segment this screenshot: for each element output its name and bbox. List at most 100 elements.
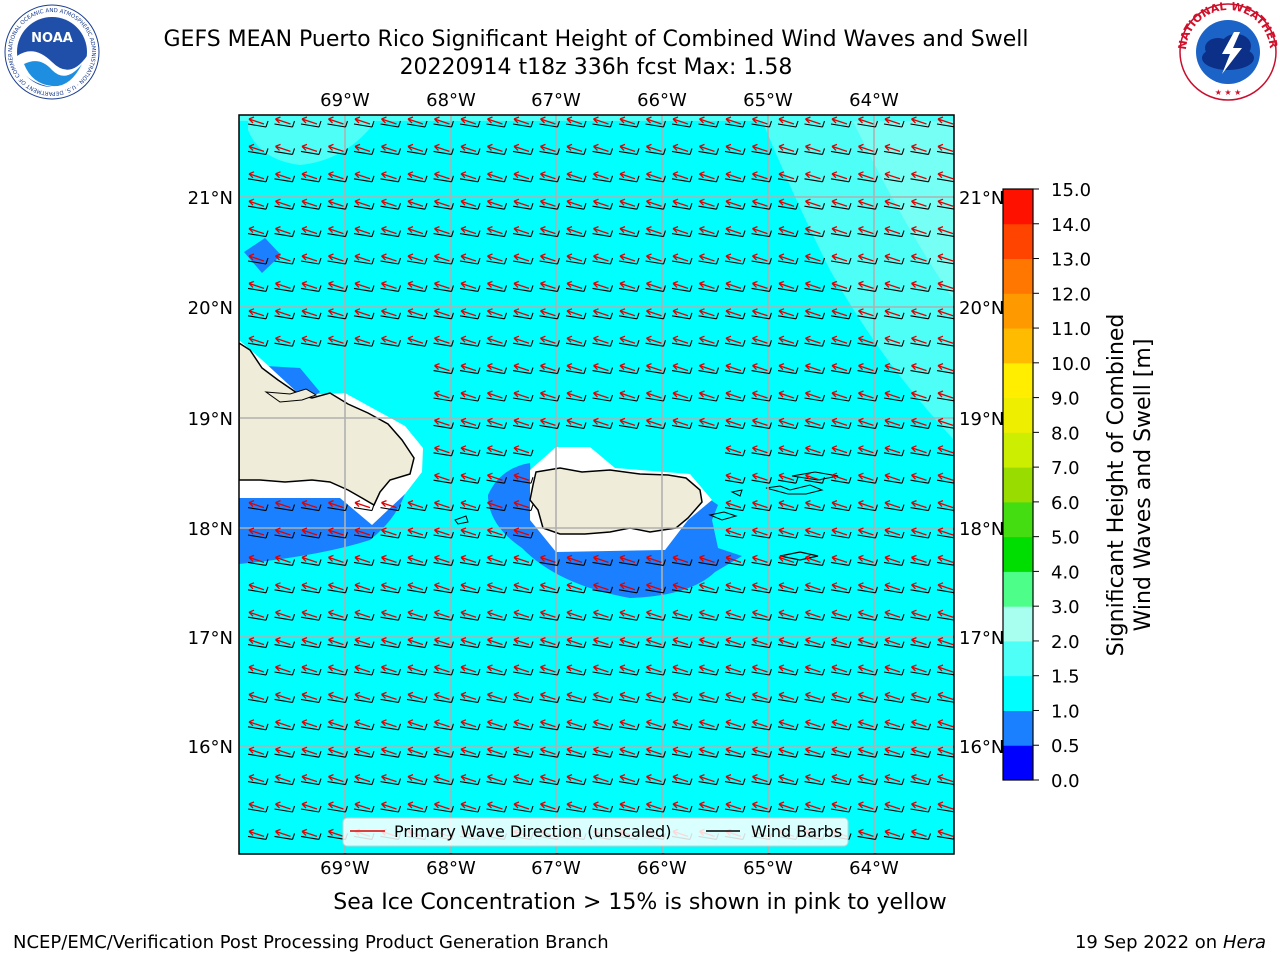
wave-direction-arrow <box>275 636 291 646</box>
wind-barb <box>830 422 852 429</box>
wind-barb <box>512 778 534 786</box>
wave-direction-arrow <box>487 308 503 317</box>
wind-barb <box>857 203 879 210</box>
wave-direction-arrow <box>328 527 344 536</box>
wave-direction-arrow <box>778 609 795 618</box>
wind-barb <box>645 394 667 402</box>
wind-barb <box>830 394 852 402</box>
wave-direction-arrow <box>805 691 821 701</box>
wind-barb <box>777 751 799 758</box>
wave-direction-arrow <box>778 335 795 344</box>
wave-direction-arrow <box>407 582 424 591</box>
wind-barb <box>486 668 508 676</box>
wind-barb <box>327 531 349 539</box>
wave-direction-arrow <box>672 801 689 810</box>
wave-direction-arrow <box>275 691 291 701</box>
wave-direction-arrow <box>937 417 954 427</box>
wind-barb <box>459 312 481 320</box>
wind-barb <box>645 312 667 320</box>
wave-direction-arrow <box>434 554 450 564</box>
wave-direction-arrow <box>275 143 291 153</box>
wind-barb <box>830 203 852 210</box>
wave-direction-arrow <box>460 527 477 536</box>
wind-barb <box>645 778 667 786</box>
wave-direction-arrow <box>831 636 848 646</box>
wind-barb <box>910 257 932 265</box>
wind-barb <box>618 559 640 566</box>
wave-direction-arrow <box>884 308 901 317</box>
wind-barb <box>857 120 879 128</box>
wave-direction-arrow <box>513 308 530 317</box>
wave-direction-arrow <box>752 554 768 564</box>
lat-label: 16°N <box>188 737 233 758</box>
wind-barb <box>486 751 508 758</box>
wave-direction-arrow <box>301 143 318 153</box>
wind-barb <box>433 504 455 512</box>
wind-barb <box>698 257 720 265</box>
wave-direction-arrow <box>275 719 291 728</box>
wave-direction-arrow <box>566 801 583 810</box>
wave-direction-arrow <box>805 171 821 180</box>
wave-direction-arrow <box>328 308 344 317</box>
wind-barb <box>671 148 693 155</box>
wave-direction-arrow <box>672 308 689 317</box>
wind-barb <box>777 531 799 539</box>
wind-barb <box>777 203 799 210</box>
wave-direction-arrow <box>911 143 927 153</box>
wind-barb <box>300 723 322 731</box>
wind-barb <box>353 614 375 621</box>
wind-barb <box>539 175 561 183</box>
wind-barb <box>804 641 826 649</box>
wind-barb <box>459 477 481 484</box>
wave-direction-arrow <box>937 719 954 728</box>
wind-barb <box>804 422 826 429</box>
wave-direction-arrow <box>354 335 371 344</box>
wind-barb <box>857 614 879 621</box>
wave-direction-arrow <box>460 225 477 235</box>
wave-direction-arrow <box>831 472 848 481</box>
wave-direction-arrow <box>858 417 874 427</box>
wave-direction-arrow <box>884 582 901 591</box>
wind-barb <box>936 315 954 320</box>
wave-direction-arrow <box>831 335 848 344</box>
wind-barb <box>406 531 428 539</box>
wave-direction-arrow <box>778 719 795 728</box>
wind-barb <box>910 340 932 347</box>
wave-direction-arrow <box>381 171 397 180</box>
wind-barb <box>539 668 561 676</box>
wave-direction-arrow <box>301 719 318 728</box>
wind-barb <box>804 559 826 566</box>
wind-barb <box>300 203 322 210</box>
wind-barb <box>406 805 428 813</box>
wind-barb <box>830 696 852 703</box>
wind-barb <box>433 668 455 676</box>
wave-direction-arrow <box>619 143 636 153</box>
wind-barb <box>724 340 746 347</box>
wave-direction-arrow <box>354 116 371 125</box>
wave-direction-arrow <box>248 308 265 317</box>
wave-direction-arrow <box>937 143 954 153</box>
wave-direction-arrow <box>407 719 424 728</box>
wave-direction-arrow <box>699 773 715 783</box>
wind-barb <box>751 696 773 703</box>
wave-direction-arrow <box>275 664 291 673</box>
wave-direction-arrow <box>434 253 450 262</box>
wave-direction-arrow <box>248 746 265 755</box>
wind-barb <box>618 148 640 155</box>
wind-barb <box>512 230 534 238</box>
wind-barb <box>274 285 296 292</box>
wind-barb <box>565 175 587 183</box>
wind-barb <box>592 668 614 676</box>
wind-barb <box>406 641 428 649</box>
colorbar-segment <box>1003 293 1033 329</box>
wind-barb <box>857 723 879 731</box>
wind-barb <box>671 120 693 128</box>
wave-direction-arrow <box>513 417 530 427</box>
wave-direction-arrow <box>646 664 662 673</box>
wind-barb <box>724 641 746 649</box>
wave-direction-arrow <box>460 746 477 755</box>
wave-direction-arrow <box>805 527 821 536</box>
wave-direction-arrow <box>646 773 662 783</box>
wind-barb <box>936 507 954 511</box>
wind-barb <box>645 340 667 347</box>
